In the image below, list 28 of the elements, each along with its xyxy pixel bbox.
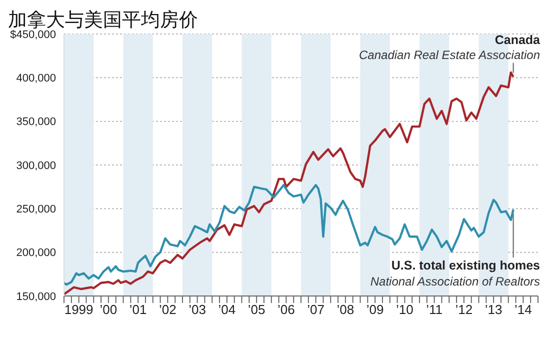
y-tick-label: 200,000 [16,247,56,260]
chart-title: 加拿大与美国平均房价 [8,8,198,31]
y-tick-label: 250,000 [16,204,56,216]
y-tick-label: 350,000 [16,116,56,128]
annotation: Canadian Real Estate Association [359,48,540,62]
series-label: U.S. total existing homes [391,258,540,273]
x-tick-label: ’12 [455,302,473,318]
x-tick-label: ’05 [248,302,266,318]
x-tick-label: ’07 [307,302,324,318]
text: Canada [494,32,542,47]
y-tick-label: 300,000 [16,160,56,172]
y-tick-label: $450,000 [10,28,56,41]
x-tick-label: ’06 [278,302,295,318]
y-tick-label: 150,000 [16,290,56,303]
x-tick-label: 1999 [64,302,94,318]
x-tick-label: ’11 [426,302,443,318]
y-tick-label: 400,000 [16,72,56,85]
annotation: National Association of Realtors [370,274,540,289]
x-tick-label: ’09 [366,302,384,318]
x-tick-label: ’02 [159,302,176,318]
x-tick-label: ’03 [188,302,206,318]
x-tick-label: ’13 [484,302,502,318]
x-tick-label: ’14 [514,302,532,318]
x-tick-label: ’10 [396,302,414,318]
x-tick-label: ’04 [218,302,236,318]
x-tick-label: ’00 [100,302,118,318]
x-tick-label: ’08 [336,302,354,318]
x-tick-label: ’01 [129,302,147,318]
